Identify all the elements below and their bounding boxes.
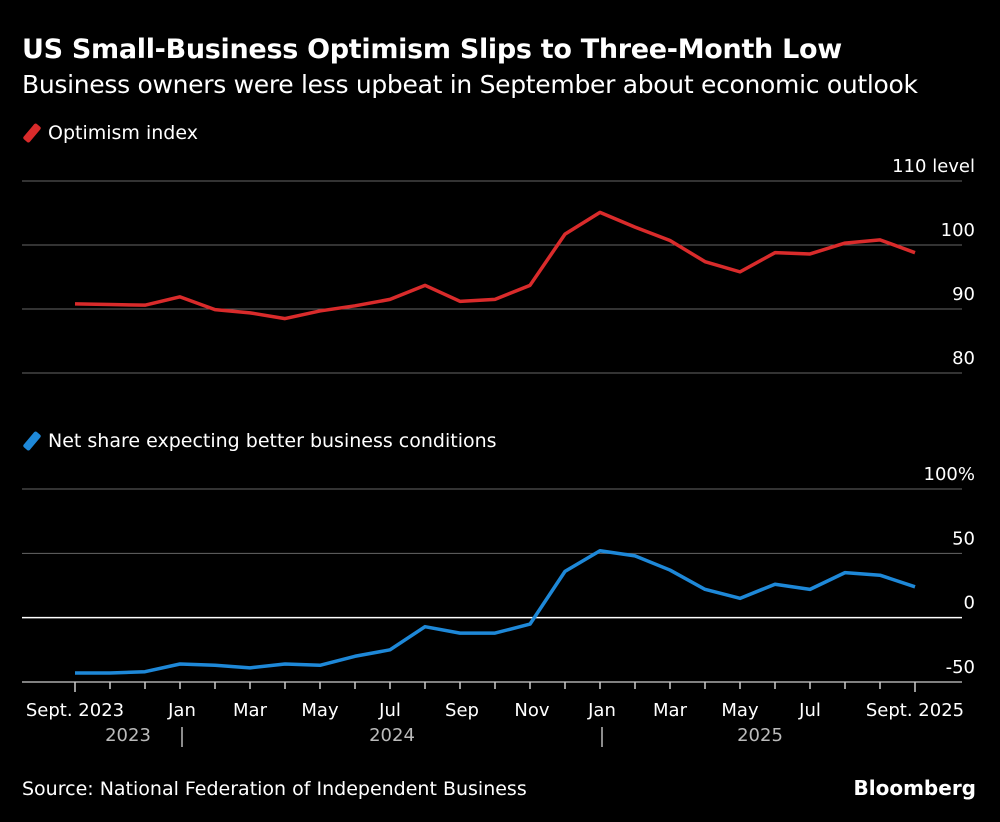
y-tick-label: 50 bbox=[952, 528, 975, 549]
x-tick-label: Jul bbox=[798, 700, 821, 721]
x-tick-label: Mar bbox=[233, 700, 268, 721]
legend-label: Optimism index bbox=[48, 122, 198, 144]
series-line bbox=[75, 549, 916, 675]
x-tick-label: May bbox=[301, 700, 339, 721]
legend-label: Net share expecting better business cond… bbox=[48, 430, 497, 452]
chart-title: US Small-Business Optimism Slips to Thre… bbox=[22, 34, 842, 65]
year-label: 2023 bbox=[105, 725, 151, 746]
y-tick-label: -50 bbox=[946, 657, 975, 678]
year-label: 2024 bbox=[369, 725, 415, 746]
series-line bbox=[74, 210, 916, 321]
y-tick-label: 100 bbox=[941, 220, 975, 241]
x-tick-label: Nov bbox=[514, 700, 549, 721]
x-tick-label: May bbox=[721, 700, 759, 721]
year-label: 2025 bbox=[737, 725, 783, 746]
y-tick-label: 110 level bbox=[892, 156, 975, 177]
y-tick-label: 90 bbox=[952, 284, 975, 305]
x-tick-label: Sep bbox=[445, 700, 479, 721]
x-tick-label: Jan bbox=[167, 700, 196, 721]
x-tick-label: Jul bbox=[378, 700, 401, 721]
x-tick-label: Sept. 2025 bbox=[866, 700, 964, 721]
bloomberg-logo: Bloomberg bbox=[853, 776, 976, 800]
y-tick-label: 80 bbox=[952, 348, 975, 369]
x-tick-label: Mar bbox=[653, 700, 688, 721]
source-note: Source: National Federation of Independe… bbox=[22, 778, 527, 800]
y-tick-label: 100% bbox=[924, 464, 975, 485]
y-tick-label: 0 bbox=[964, 593, 975, 614]
x-tick-label: Sept. 2023 bbox=[26, 700, 124, 721]
chart-subtitle: Business owners were less upbeat in Sept… bbox=[22, 70, 918, 99]
x-tick-label: Jan bbox=[587, 700, 616, 721]
legend-net-share: Net share expecting better business cond… bbox=[22, 430, 497, 452]
legend-optimism: Optimism index bbox=[22, 122, 198, 144]
